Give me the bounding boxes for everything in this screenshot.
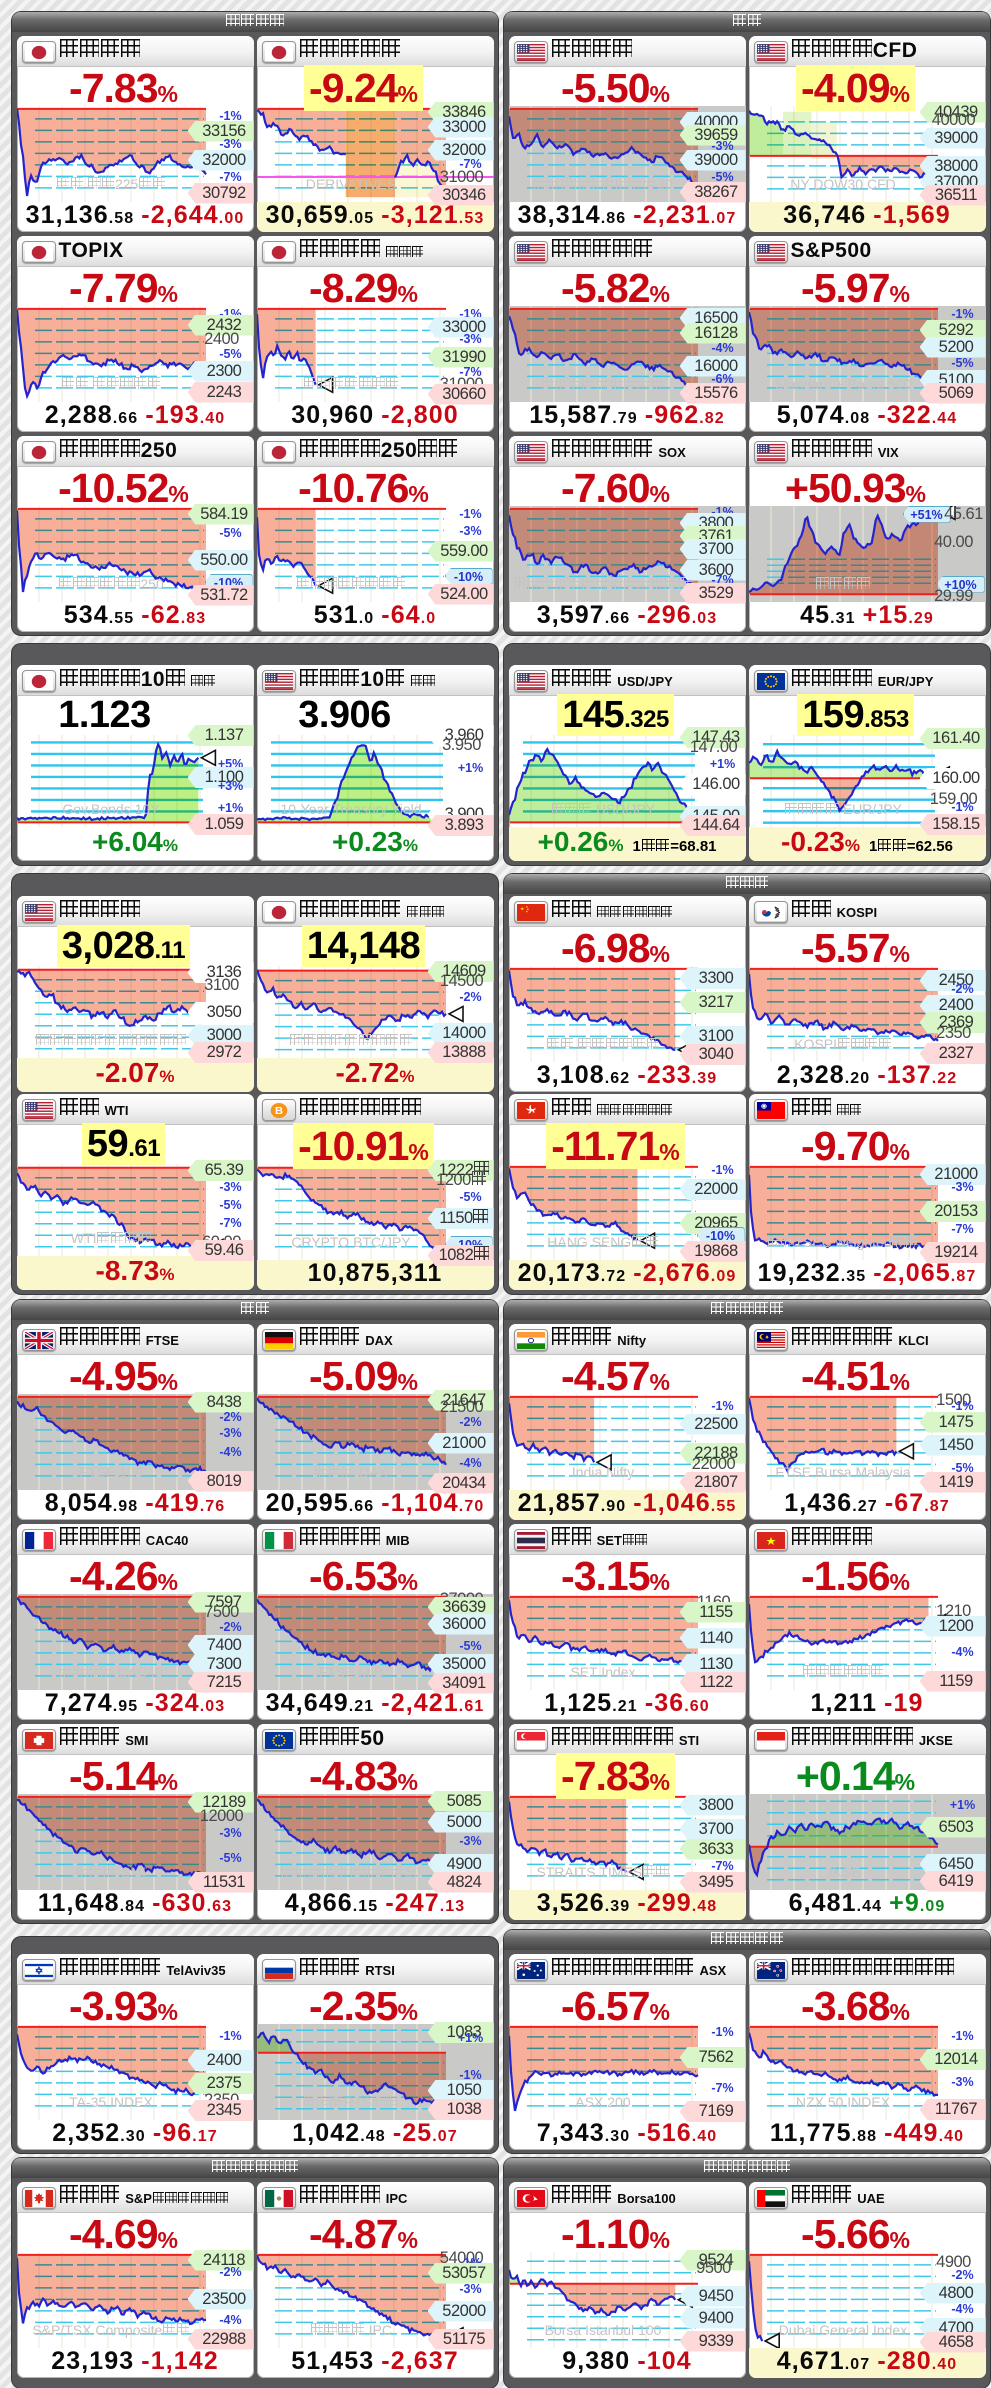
svg-text:B: B [274,1105,282,1116]
